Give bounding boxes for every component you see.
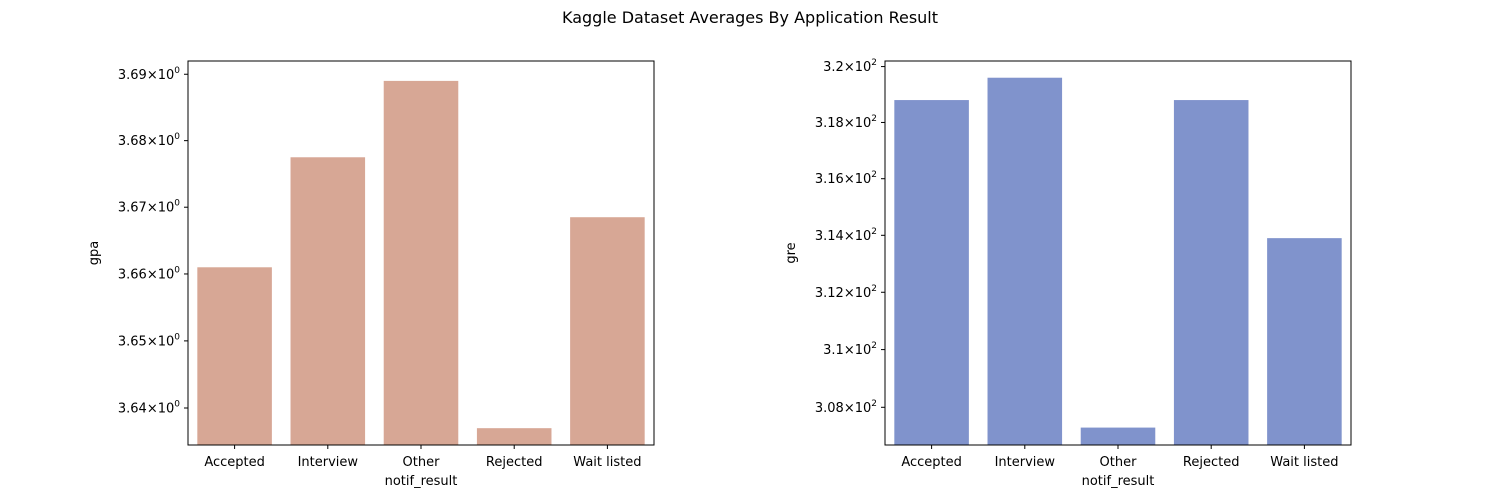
figure-title: Kaggle Dataset Averages By Application R…: [562, 8, 938, 27]
gpa-bar-wait-listed: [570, 217, 645, 445]
gpa-chart-panel: Accepted Interview Other Rejected Wait liste…: [87, 60, 655, 489]
gpa-y-tick-label: 3.69×100: [118, 66, 180, 83]
gre-x-tick-label: Interview: [995, 455, 1056, 470]
gre-y-tick-label: 3.14×102: [815, 227, 877, 244]
gre-y-tick-label: 3.2×102: [823, 58, 877, 75]
gpa-x-axis-label: notif_result: [385, 474, 458, 489]
gre-x-tick-label: Wait listed: [1270, 455, 1338, 470]
gpa-y-tick-label: 3.64×100: [118, 400, 180, 417]
gpa-bar-rejected: [476, 428, 552, 445]
gre-y-axis-label: gre: [784, 242, 799, 263]
gpa-y-axis-label: gpa: [87, 241, 102, 265]
gpa-y-tick-label: 3.67×100: [118, 199, 180, 216]
gre-x-axis-label: notif_result: [1082, 474, 1155, 489]
gre-bar-accepted: [894, 100, 969, 445]
gpa-x-tick-label: Wait listed: [573, 455, 641, 470]
gre-y-tick-label: 3.1×102: [823, 341, 877, 358]
gre-bar-interview: [987, 77, 1063, 445]
gre-x-tick-label: Accepted: [901, 455, 962, 470]
gpa-x-tick-label: Rejected: [486, 455, 543, 470]
gpa-x-tick-label: Other: [403, 455, 441, 470]
gre-bar-wait-listed: [1267, 238, 1342, 445]
gpa-bar-other: [383, 80, 459, 445]
gre-bar-other: [1080, 427, 1156, 445]
gpa-x-tick-label: Interview: [298, 455, 359, 470]
gre-y-tick-label: 3.18×102: [815, 114, 877, 131]
gpa-y-tick-label: 3.66×100: [118, 265, 180, 282]
gpa-y-tick-label: 3.65×100: [118, 332, 180, 349]
gre-bar-rejected: [1173, 100, 1249, 445]
gpa-x-tick-label: Accepted: [204, 455, 265, 470]
gre-x-tick-label: Rejected: [1183, 455, 1240, 470]
gre-y-tick-label: 3.12×102: [815, 284, 877, 301]
gre-y-tick-label: 3.08×102: [815, 399, 877, 416]
gre-y-tick-label: 3.16×102: [815, 170, 877, 187]
gpa-bar-interview: [290, 157, 366, 445]
gre-chart-panel: Accepted Interview Other Rejected Wait liste…: [784, 58, 1352, 489]
gpa-bar-accepted: [197, 267, 272, 445]
gpa-y-tick-label: 3.68×100: [118, 132, 180, 149]
gre-x-tick-label: Other: [1100, 455, 1138, 470]
